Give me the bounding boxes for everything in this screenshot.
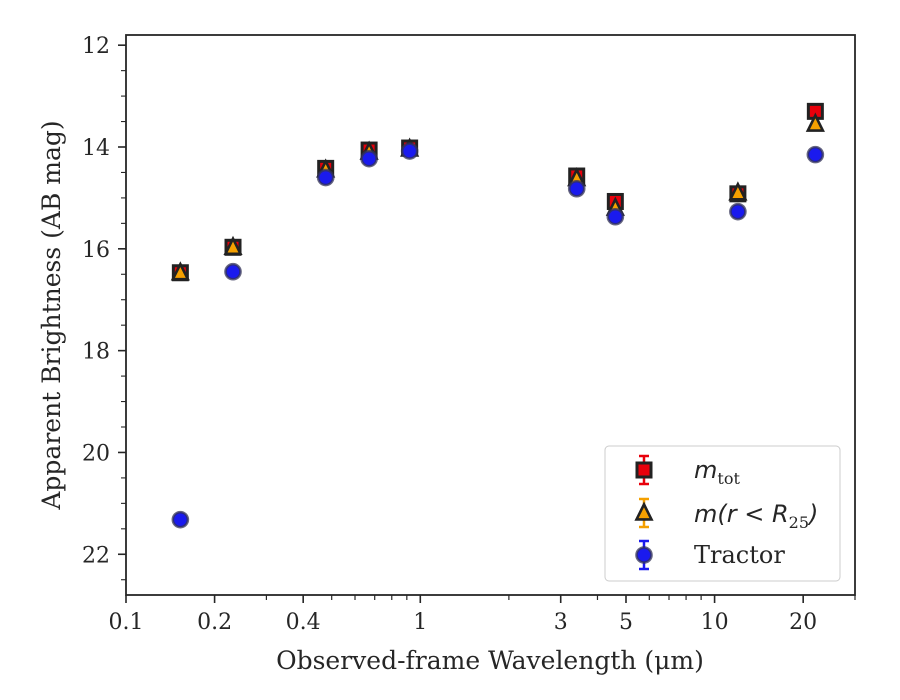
y-tick-label: 20 [82, 441, 110, 466]
x-tick-label: 3 [554, 610, 568, 635]
x-tick-label: 20 [789, 610, 817, 635]
x-tick-label: 0.2 [197, 610, 232, 635]
legend-marker [635, 546, 653, 564]
data-marks [170, 102, 825, 529]
plot-frame [125, 34, 856, 596]
y-axis-label: Apparent Brightness (AB mag) [37, 120, 66, 510]
x-tick-label: 0.1 [109, 610, 144, 635]
x-tick-label: 5 [619, 610, 633, 635]
data-point [171, 510, 190, 529]
y-tick-label: 18 [82, 340, 110, 365]
data-point [729, 202, 747, 221]
data-point [360, 149, 378, 168]
legend: mtot m(r < R25) Tractor [604, 445, 841, 582]
legend-marker [634, 501, 654, 521]
data-point [806, 145, 825, 164]
data-point [170, 261, 190, 281]
legend-box [604, 445, 841, 582]
series-circle [171, 142, 825, 529]
legend-label-mtot: mtot [694, 456, 740, 488]
data-point [316, 168, 335, 187]
data-point [567, 179, 586, 198]
legend-marker [635, 461, 653, 479]
x-axis: 0.1 0.2 0.4 1 3 5 10 20 [109, 595, 856, 635]
series-square [171, 102, 824, 282]
y-tick-label: 22 [82, 543, 110, 568]
x-tick-label: 0.4 [286, 610, 321, 635]
legend-markers [634, 454, 654, 571]
data-point [224, 262, 242, 281]
data-point [805, 112, 825, 132]
x-tick-label: 1 [413, 610, 427, 635]
y-tick-label: 12 [82, 34, 110, 59]
legend-label-mr25: m(r < R25) [694, 500, 818, 532]
y-axis: 12 14 16 18 20 22 [82, 34, 126, 581]
y-tick-label: 16 [82, 238, 110, 263]
data-point [400, 142, 419, 160]
data-point [728, 181, 748, 201]
x-tick-label: 10 [701, 610, 729, 635]
data-point [606, 207, 625, 226]
series-triangle [170, 112, 825, 281]
x-axis-label: Observed-frame Wavelength (μm) [276, 646, 704, 675]
y-tick-label: 14 [82, 136, 110, 161]
legend-label-tractor: Tractor [694, 541, 785, 569]
data-point [223, 235, 243, 256]
